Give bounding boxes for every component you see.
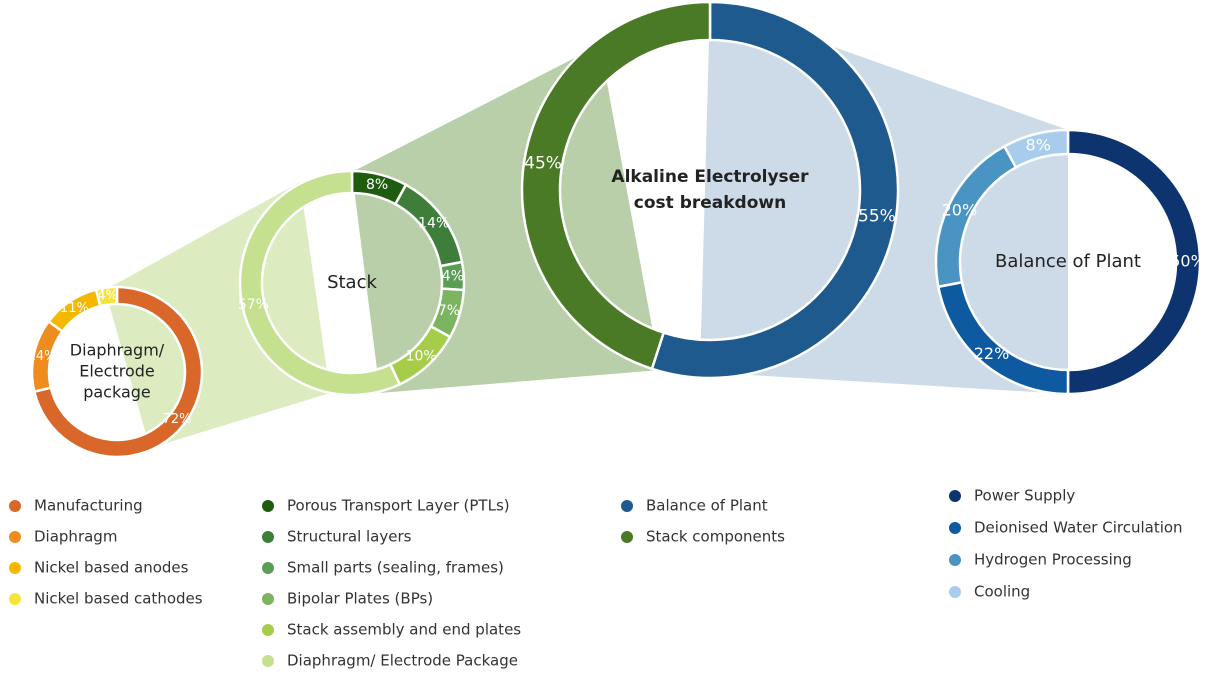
data-label: 55% bbox=[858, 206, 896, 226]
donut-title: Stack bbox=[327, 272, 377, 293]
legend-label: Manufacturing bbox=[34, 497, 143, 515]
donut-segment bbox=[520, 0, 712, 371]
legend-marker bbox=[621, 500, 633, 512]
data-label: 45% bbox=[524, 154, 562, 174]
legend-label: Power Supply bbox=[974, 487, 1075, 505]
data-label: 7% bbox=[438, 303, 460, 319]
data-label: 72% bbox=[163, 412, 192, 427]
legend-marker bbox=[9, 562, 21, 574]
legend-label: Hydrogen Processing bbox=[974, 551, 1132, 569]
data-label: 57% bbox=[238, 297, 269, 313]
legend-marker bbox=[9, 500, 21, 512]
legend-label: Small parts (sealing, frames) bbox=[287, 559, 504, 577]
legend-marker bbox=[9, 531, 21, 543]
legend-marker bbox=[262, 531, 274, 543]
data-label: 14% bbox=[418, 216, 449, 232]
legend-label: Porous Transport Layer (PTLs) bbox=[287, 497, 510, 515]
legend-marker bbox=[949, 554, 961, 566]
legend-label: Structural layers bbox=[287, 528, 412, 546]
legend-label: Balance of Plant bbox=[646, 497, 768, 515]
donut-title: Electrode bbox=[79, 362, 154, 381]
donut-segment bbox=[238, 169, 402, 397]
donut-segment bbox=[94, 285, 119, 308]
legend-marker bbox=[621, 531, 633, 543]
donut-segment bbox=[32, 285, 204, 459]
legend-label: Cooling bbox=[974, 583, 1030, 601]
data-label: 50% bbox=[1170, 252, 1205, 271]
donut-title: cost breakdown bbox=[634, 193, 786, 213]
legend-marker bbox=[262, 500, 274, 512]
legend-label: Stack assembly and end plates bbox=[287, 621, 521, 639]
data-label: 4% bbox=[442, 269, 464, 285]
data-label: 4% bbox=[97, 289, 118, 304]
data-label: 8% bbox=[1025, 135, 1050, 154]
legend-label: Diaphragm/ Electrode Package bbox=[287, 652, 518, 670]
data-label: 22% bbox=[974, 344, 1010, 363]
legend-marker bbox=[949, 586, 961, 598]
legend-label: Stack components bbox=[646, 528, 785, 546]
donut-title: Alkaline Electrolyser bbox=[611, 167, 809, 187]
legend-marker bbox=[262, 562, 274, 574]
donut-segment bbox=[650, 0, 900, 380]
legend-marker bbox=[9, 593, 21, 605]
connector bbox=[105, 182, 330, 448]
donut-title: Balance of Plant bbox=[995, 251, 1141, 272]
donut-segment bbox=[1002, 128, 1070, 170]
data-label: 8% bbox=[366, 177, 388, 193]
data-label: 11% bbox=[60, 301, 89, 316]
legend-marker bbox=[262, 624, 274, 636]
data-label: 14% bbox=[28, 349, 57, 364]
legend-label: Diaphragm bbox=[34, 528, 117, 546]
legend-marker bbox=[262, 593, 274, 605]
data-label: 10% bbox=[406, 349, 437, 365]
data-label: 20% bbox=[942, 200, 978, 219]
legend-marker bbox=[262, 655, 274, 667]
legend-label: Deionised Water Circulation bbox=[974, 519, 1183, 537]
legend-label: Nickel based cathodes bbox=[34, 590, 203, 608]
legend-label: Bipolar Plates (BPs) bbox=[287, 590, 433, 608]
legend-marker bbox=[949, 522, 961, 534]
donut-title: package bbox=[83, 383, 151, 402]
legend-label: Nickel based anodes bbox=[34, 559, 189, 577]
donut-title: Diaphragm/ bbox=[70, 341, 165, 360]
legend-marker bbox=[949, 490, 961, 502]
